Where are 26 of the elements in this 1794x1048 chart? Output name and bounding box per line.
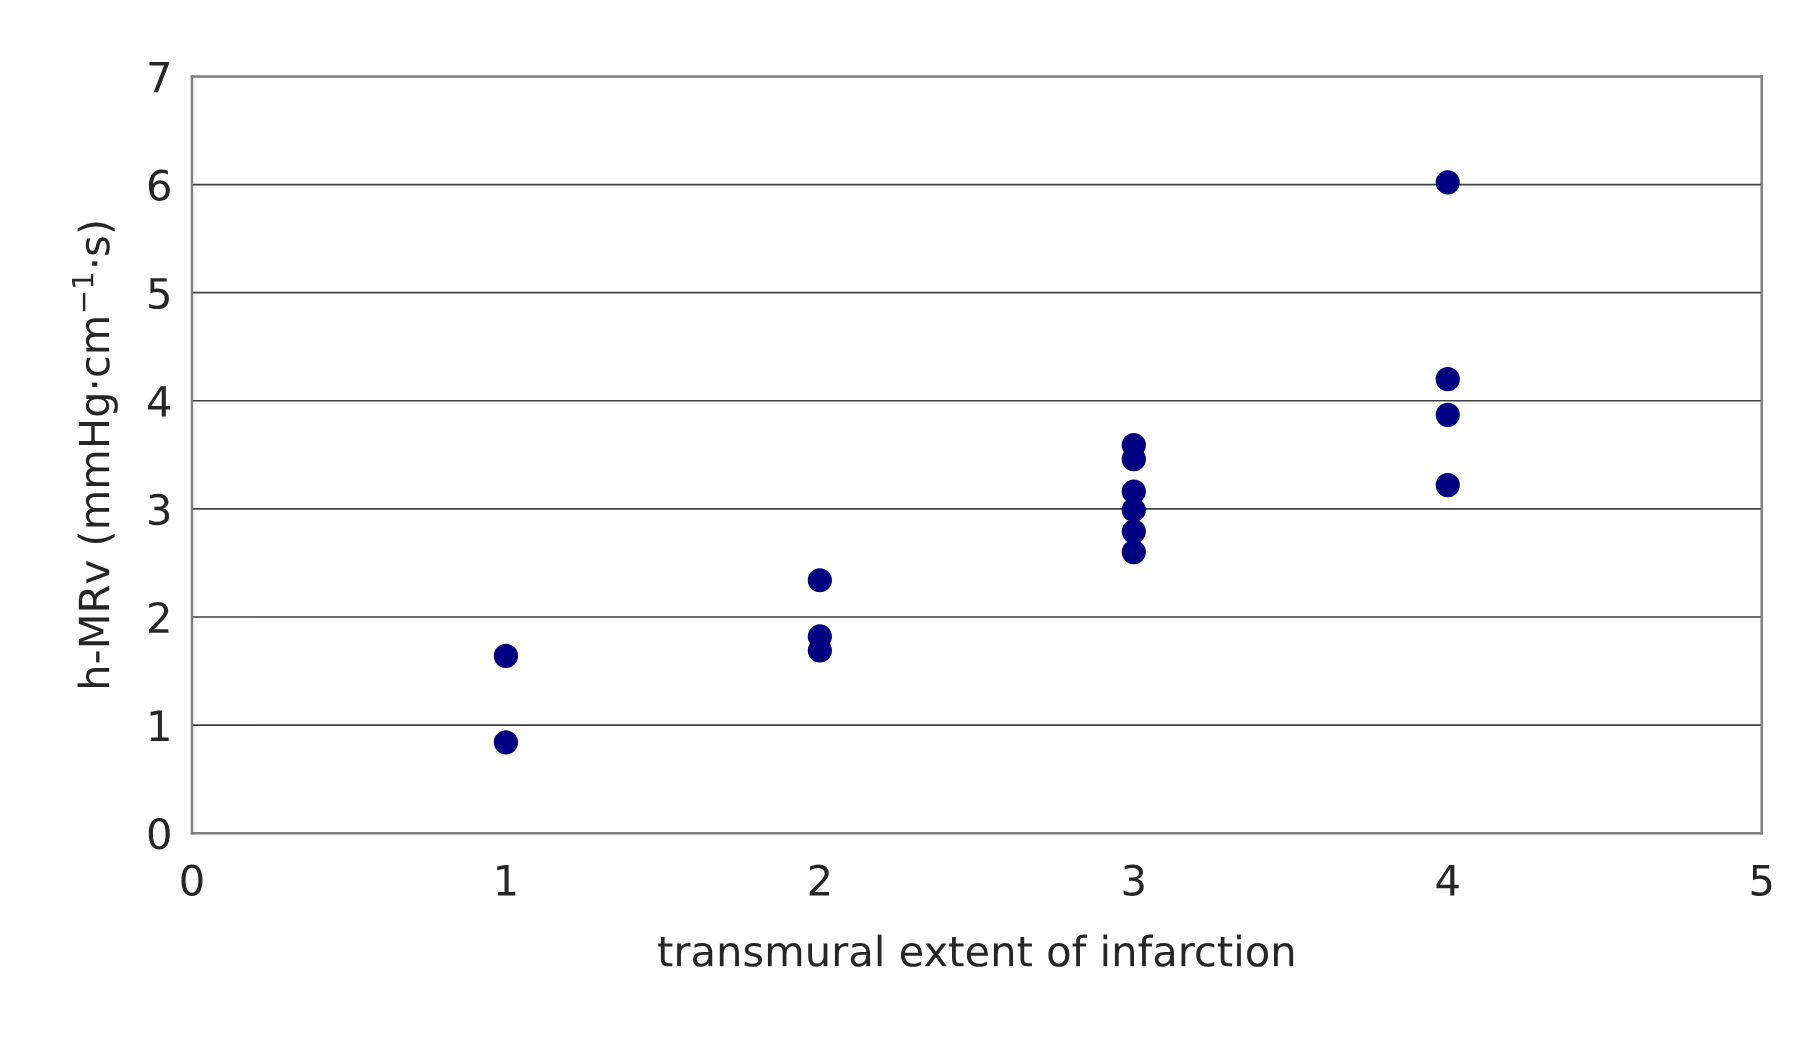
point <box>1121 519 1146 544</box>
y-tick-label: 5 <box>149 278 169 310</box>
y-axis-title: h-MRv (mmHg·cm$^{−1}$·s) <box>71 222 118 688</box>
x-axis-title: transmural extent of infarction <box>658 934 1294 967</box>
y-tick-label: 7 <box>149 61 169 93</box>
y-tick-label: 1 <box>150 710 169 741</box>
point <box>493 730 519 755</box>
y-tick-label: 6 <box>148 169 170 202</box>
point <box>1435 473 1460 498</box>
point <box>1121 497 1146 523</box>
point <box>1435 367 1460 392</box>
point <box>493 643 519 668</box>
x-tick-label: 4 <box>1436 865 1459 896</box>
point <box>807 568 832 593</box>
x-tick-label: 2 <box>809 864 829 896</box>
x-tick-label: 5 <box>1751 865 1772 896</box>
y-tick-label: 2 <box>149 601 169 633</box>
y-tick-label: 4 <box>148 386 171 417</box>
point <box>1435 170 1460 195</box>
x-tick-label: 1 <box>497 865 516 896</box>
x-tick-label: 3 <box>1123 864 1144 896</box>
y-tick-label: 3 <box>149 493 170 526</box>
point <box>1435 402 1460 427</box>
y-tick-label: 0 <box>148 818 170 850</box>
x-tick-label: 0 <box>181 864 203 896</box>
point <box>1121 540 1146 565</box>
